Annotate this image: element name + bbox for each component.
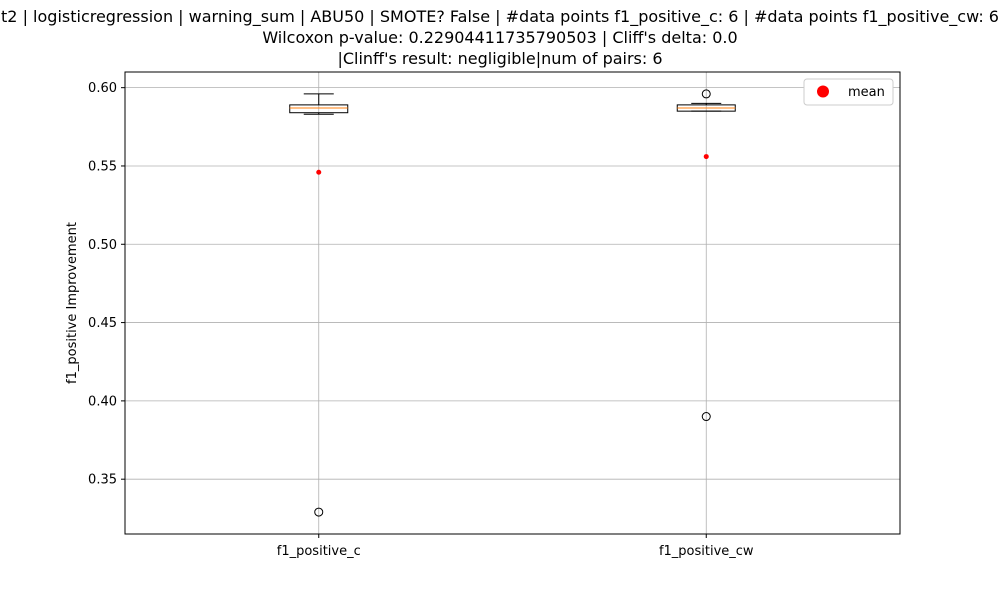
legend-mean-label: mean <box>848 85 885 100</box>
mean-point <box>316 169 322 175</box>
legend-box <box>803 78 894 106</box>
chart-title: t2 | logisticregression | warning_sum | … <box>0 0 1000 70</box>
box-group <box>676 89 736 422</box>
mean-point <box>703 154 709 160</box>
plot-frame <box>124 71 901 535</box>
y-tick-label: 0.40 <box>88 394 117 409</box>
legend-mean-marker <box>817 85 829 98</box>
x-tick-label: f1_positive_cw <box>659 544 754 559</box>
y-tick-label: 0.45 <box>88 316 117 331</box>
legend: mean <box>803 78 894 106</box>
outlier-point <box>701 412 711 422</box>
y-tick-label: 0.35 <box>88 473 117 488</box>
title-line-2: Wilcoxon p-value: 0.22904411735790503 | … <box>262 28 738 47</box>
title-line-3: |Clinff's result: negligible|num of pair… <box>337 49 663 68</box>
x-tick-label: f1_positive_c <box>277 544 361 559</box>
iqr-box <box>289 104 349 114</box>
box-group <box>289 93 349 517</box>
outlier-point <box>314 507 324 517</box>
axes: 0.35 0.40 0.45 0.50 0.55 0.60 f1_positive_c f1_… <box>88 81 754 559</box>
outlier-point <box>701 89 711 99</box>
title-line-1: t2 | logisticregression | warning_sum | … <box>1 7 999 26</box>
y-tick-label: 0.50 <box>88 238 117 253</box>
y-tick-label: 0.60 <box>88 81 117 96</box>
y-tick-label: 0.55 <box>88 159 117 174</box>
boxes <box>289 89 736 517</box>
grid <box>125 72 900 534</box>
y-axis-label: f1_positive Improvement <box>65 222 80 384</box>
